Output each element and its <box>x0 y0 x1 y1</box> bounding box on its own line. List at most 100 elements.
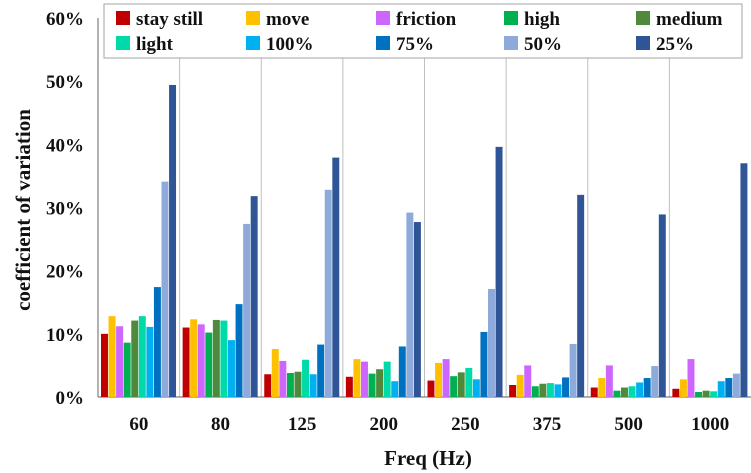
bar <box>376 369 384 397</box>
bar <box>368 373 376 397</box>
bar <box>621 387 628 397</box>
bar <box>495 146 503 397</box>
bar <box>131 320 139 397</box>
bar <box>702 390 710 397</box>
bar <box>524 365 532 397</box>
legend-swatch <box>116 36 130 50</box>
bar <box>465 367 473 397</box>
bar <box>220 320 228 397</box>
bar <box>271 348 279 397</box>
bar <box>361 361 368 397</box>
bar <box>324 189 332 397</box>
y-tick-label: 10% <box>46 325 84 346</box>
bar <box>138 316 146 397</box>
bar <box>161 181 169 397</box>
bar <box>286 372 294 397</box>
y-axis-title: coefficient of variation <box>11 109 35 311</box>
bar <box>480 331 488 397</box>
bar <box>332 157 340 397</box>
bar <box>598 378 606 397</box>
x-tick-label: 125 <box>288 414 317 435</box>
y-tick-label: 30% <box>46 199 84 220</box>
bar <box>413 222 421 397</box>
bar <box>651 366 659 397</box>
bar <box>182 327 190 397</box>
bar <box>539 383 547 397</box>
legend-swatch <box>246 36 260 50</box>
legend-swatch <box>376 11 390 25</box>
bar <box>383 361 391 397</box>
x-tick-label: 80 <box>211 414 230 435</box>
bar <box>509 384 517 397</box>
bar <box>531 386 539 397</box>
legend-label: high <box>524 9 560 30</box>
x-tick-label: 375 <box>533 414 562 435</box>
bar <box>108 316 116 397</box>
y-tick-label: 20% <box>46 262 84 283</box>
bar <box>294 371 302 397</box>
legend-label: 50% <box>524 34 562 55</box>
x-tick-label: 60 <box>129 414 148 435</box>
legend-label: stay still <box>136 9 203 30</box>
chart-grid <box>179 18 670 397</box>
chart-tick-labels: 0% 10% 20% 30% 40% 50% 60% 60 80 125 200 250 375 500 1… <box>46 9 729 435</box>
bar <box>725 378 733 397</box>
bar <box>546 383 554 397</box>
bar <box>391 381 399 397</box>
bar <box>279 360 287 397</box>
legend-swatch <box>246 11 260 25</box>
bar <box>516 374 524 397</box>
bar <box>562 377 570 397</box>
bar <box>643 378 651 397</box>
bar <box>628 386 636 397</box>
legend-label: light <box>136 34 174 55</box>
legend-label: 75% <box>396 34 434 55</box>
bar <box>353 359 361 397</box>
bar <box>235 304 243 397</box>
bar <box>679 379 687 397</box>
bar <box>190 319 198 397</box>
legend-box <box>103 3 743 59</box>
y-tick-label: 40% <box>46 135 84 156</box>
bar <box>488 288 495 397</box>
legend-label: 100% <box>266 34 314 55</box>
legend-label: 25% <box>656 34 694 55</box>
bar <box>406 212 414 397</box>
bar <box>577 194 585 397</box>
bar <box>146 326 154 397</box>
bar <box>613 390 621 397</box>
legend-swatch <box>116 11 130 25</box>
bar <box>740 163 748 397</box>
chart-legend: stay still move friction high medium light 100… <box>103 3 743 59</box>
bar <box>658 214 666 397</box>
x-tick-label: 250 <box>451 414 480 435</box>
bar <box>205 332 213 397</box>
bar <box>345 376 353 397</box>
bar <box>250 196 258 397</box>
bar <box>695 391 703 397</box>
legend-label: move <box>266 9 309 30</box>
bar <box>672 388 680 397</box>
bar <box>398 346 406 397</box>
bar <box>302 359 310 397</box>
bar <box>554 384 562 397</box>
bar <box>197 324 205 397</box>
chart-bars <box>101 84 748 397</box>
bar <box>116 326 124 397</box>
bar <box>636 382 644 397</box>
bar <box>101 333 108 397</box>
bar <box>732 373 740 397</box>
y-tick-label: 60% <box>46 9 84 30</box>
bar <box>457 372 465 397</box>
bar <box>717 381 725 397</box>
legend-label: friction <box>396 9 457 30</box>
legend-label: medium <box>656 9 723 30</box>
bar <box>317 344 325 397</box>
legend-swatch <box>636 36 650 50</box>
x-tick-label: 200 <box>369 414 398 435</box>
bar <box>435 362 443 397</box>
y-tick-label: 50% <box>46 72 84 93</box>
bar <box>264 374 272 397</box>
legend-swatch <box>636 11 650 25</box>
